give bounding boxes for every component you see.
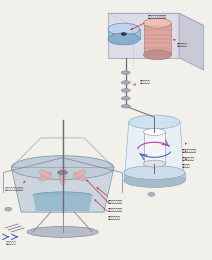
Ellipse shape <box>5 207 12 211</box>
Polygon shape <box>144 132 165 164</box>
Ellipse shape <box>27 226 98 237</box>
Ellipse shape <box>74 172 86 181</box>
Text: 磁気型回転トランス: 磁気型回転トランス <box>131 15 167 30</box>
Polygon shape <box>108 29 139 39</box>
Ellipse shape <box>144 128 165 135</box>
Polygon shape <box>144 23 171 55</box>
Ellipse shape <box>129 115 180 129</box>
Ellipse shape <box>33 192 92 199</box>
Text: サンプル液面: サンプル液面 <box>95 200 121 220</box>
Polygon shape <box>124 173 185 180</box>
Ellipse shape <box>108 23 139 35</box>
Ellipse shape <box>121 97 130 100</box>
Text: 制御トランス: 制御トランス <box>182 151 195 161</box>
Ellipse shape <box>144 50 171 60</box>
Ellipse shape <box>121 32 126 36</box>
Ellipse shape <box>60 166 66 180</box>
Polygon shape <box>125 122 184 177</box>
Polygon shape <box>33 195 92 211</box>
Ellipse shape <box>11 156 114 179</box>
Ellipse shape <box>39 170 52 179</box>
Text: 遮断ホルス: 遮断ホルス <box>134 81 150 85</box>
Ellipse shape <box>74 170 86 179</box>
Ellipse shape <box>108 33 139 45</box>
Ellipse shape <box>144 18 171 28</box>
Text: サンプルカップ: サンプルカップ <box>97 187 123 204</box>
Text: モタバイ温度調整計: モタバイ温度調整計 <box>4 181 25 191</box>
Text: ローター: ローター <box>182 158 191 168</box>
Ellipse shape <box>124 166 185 179</box>
Polygon shape <box>108 13 179 58</box>
Text: コーンローター: コーンローター <box>87 180 123 212</box>
Text: 冷却循環水: 冷却循環水 <box>6 242 17 246</box>
Ellipse shape <box>121 105 130 108</box>
Ellipse shape <box>58 171 67 174</box>
Text: 基準コイル: 基準コイル <box>174 40 188 47</box>
Ellipse shape <box>121 89 130 92</box>
Polygon shape <box>108 13 204 26</box>
Ellipse shape <box>148 192 155 196</box>
Ellipse shape <box>144 160 165 167</box>
Ellipse shape <box>60 171 66 185</box>
Ellipse shape <box>39 172 52 181</box>
Text: コーン回転方向: コーン回転方向 <box>182 143 197 153</box>
Polygon shape <box>179 13 204 70</box>
Ellipse shape <box>124 173 185 187</box>
Polygon shape <box>11 168 114 212</box>
Ellipse shape <box>121 81 130 84</box>
Ellipse shape <box>121 71 130 74</box>
